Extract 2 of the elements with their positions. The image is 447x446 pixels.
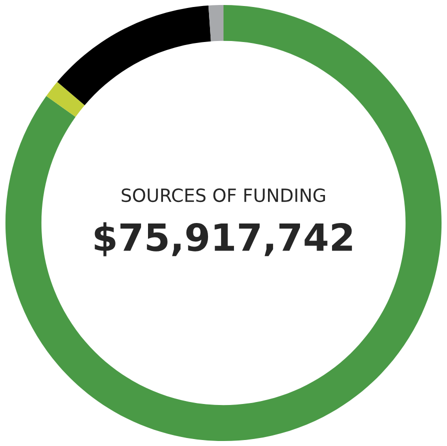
text: $75,917,742 [94,222,352,256]
text: SOURCES OF FUNDING [122,188,325,202]
